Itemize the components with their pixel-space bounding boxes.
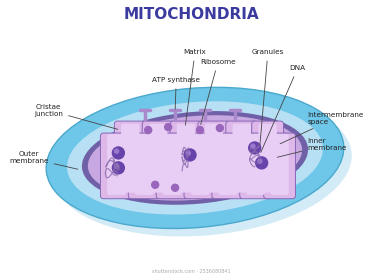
FancyBboxPatch shape [149,124,167,193]
FancyBboxPatch shape [100,133,132,199]
FancyBboxPatch shape [121,124,139,193]
Circle shape [256,157,268,169]
FancyBboxPatch shape [170,121,202,195]
FancyBboxPatch shape [212,133,244,199]
Circle shape [172,184,178,191]
Circle shape [112,162,124,174]
Circle shape [196,127,204,134]
Text: Outer
membrane: Outer membrane [9,151,78,169]
Circle shape [112,147,124,159]
Text: Cristae
junction: Cristae junction [34,104,118,129]
Circle shape [115,149,119,153]
FancyBboxPatch shape [226,121,258,195]
Circle shape [251,144,255,148]
Text: Ribosome: Ribosome [200,59,236,124]
FancyBboxPatch shape [114,121,146,195]
Circle shape [249,142,261,154]
FancyBboxPatch shape [128,133,160,199]
Circle shape [165,123,172,130]
Text: shutterstock.com · 2536080841: shutterstock.com · 2536080841 [152,269,230,274]
FancyBboxPatch shape [270,134,289,195]
FancyBboxPatch shape [219,134,237,195]
Circle shape [186,151,190,155]
FancyBboxPatch shape [142,121,174,195]
FancyBboxPatch shape [205,124,223,193]
FancyBboxPatch shape [163,134,181,195]
Circle shape [115,164,119,168]
Text: MITOCHONDRIA: MITOCHONDRIA [123,7,259,22]
Text: DNA: DNA [261,65,306,152]
Text: Matrix: Matrix [184,50,206,125]
Text: Granules: Granules [252,50,284,145]
FancyBboxPatch shape [246,134,265,195]
Ellipse shape [82,111,308,205]
Ellipse shape [46,87,344,228]
Circle shape [145,127,152,134]
Circle shape [152,181,159,188]
Text: Intermembrane
space: Intermembrane space [280,112,364,144]
Text: Inner
membrane: Inner membrane [277,139,347,157]
FancyBboxPatch shape [191,134,209,195]
FancyBboxPatch shape [156,133,188,199]
Circle shape [184,149,196,161]
Ellipse shape [67,101,323,214]
FancyBboxPatch shape [240,133,272,199]
Ellipse shape [88,115,302,200]
FancyBboxPatch shape [184,133,216,199]
Ellipse shape [54,95,352,237]
FancyBboxPatch shape [107,134,126,195]
Circle shape [216,125,223,132]
FancyBboxPatch shape [135,134,154,195]
FancyBboxPatch shape [264,133,296,199]
FancyBboxPatch shape [258,124,277,193]
FancyBboxPatch shape [233,124,251,193]
FancyBboxPatch shape [177,124,195,193]
Circle shape [258,159,262,163]
FancyBboxPatch shape [198,121,230,195]
FancyBboxPatch shape [252,121,283,195]
Text: ATP synthase: ATP synthase [152,77,200,109]
